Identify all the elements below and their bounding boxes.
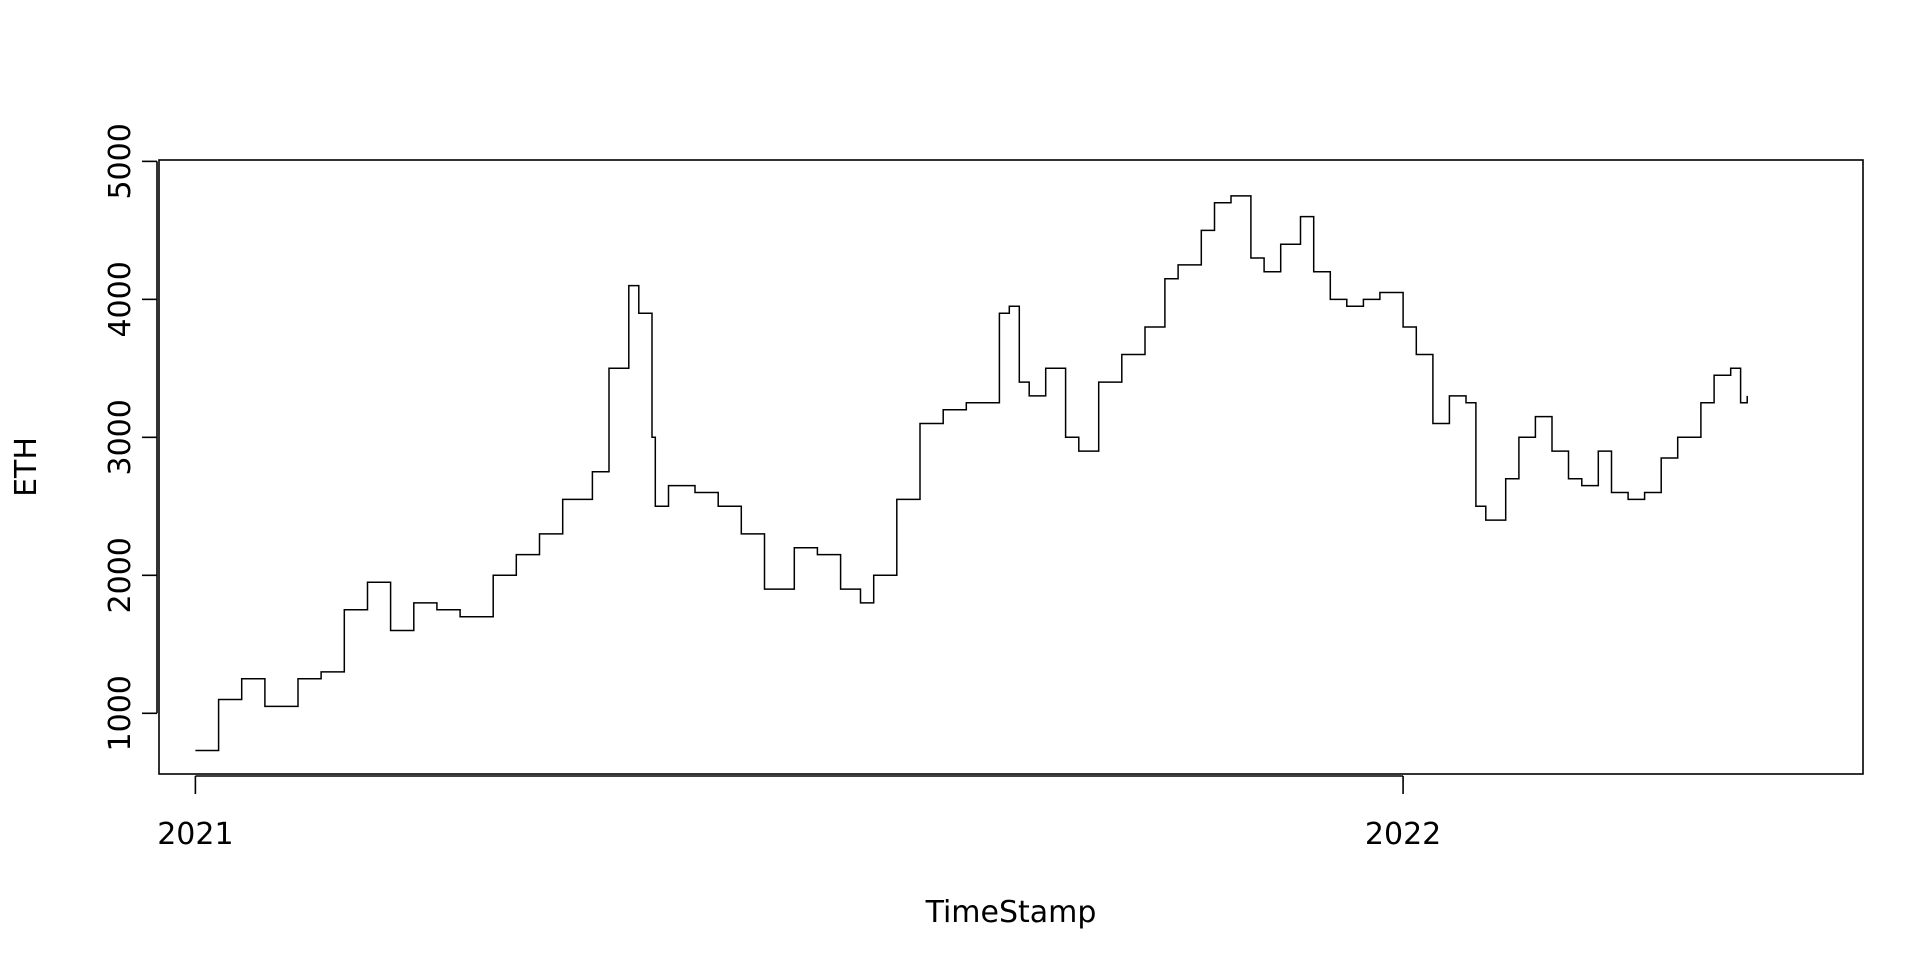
x-tick-label: 2021: [157, 817, 233, 852]
y-axis: 1000 2000 3000 4000 5000: [103, 123, 158, 751]
plot-frame: [158, 159, 1864, 775]
y-tick-label: 1000: [103, 675, 138, 751]
y-tick-label: 2000: [103, 537, 138, 613]
x-tick-label: 2022: [1365, 817, 1441, 852]
y-tick-label: 5000: [103, 123, 138, 199]
y-tick-label: 3000: [103, 399, 138, 475]
eth-price-line: [195, 195, 1748, 752]
y-axis-label: ETH: [9, 437, 44, 497]
x-axis: 2021 2022: [157, 775, 1441, 852]
x-axis-label: TimeStamp: [925, 895, 1097, 930]
y-tick-label: 4000: [103, 261, 138, 337]
